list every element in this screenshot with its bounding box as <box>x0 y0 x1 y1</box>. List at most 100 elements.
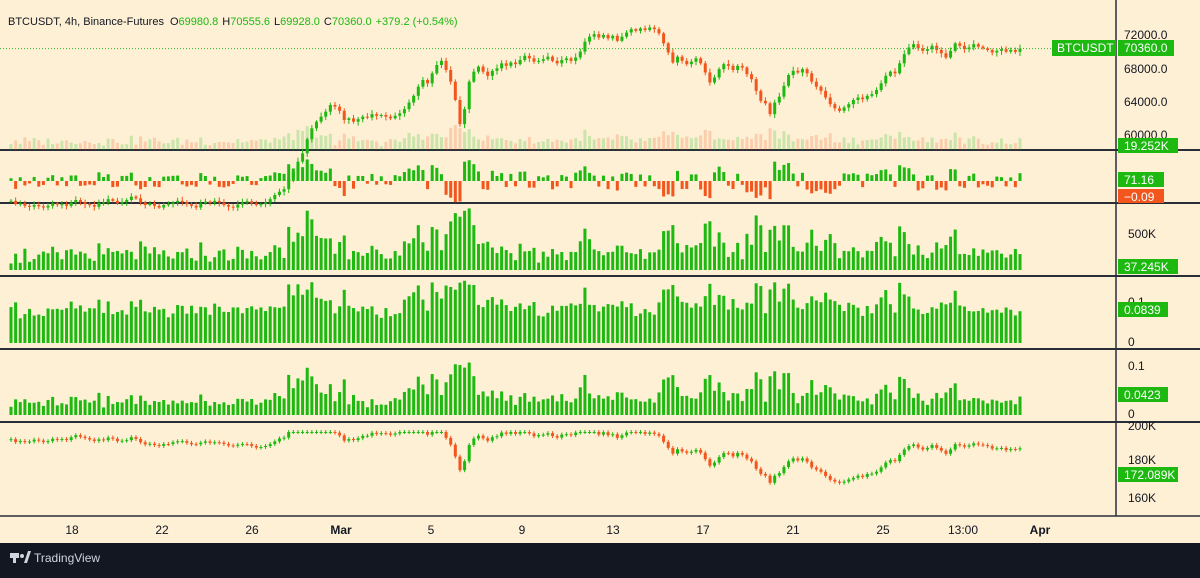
line-pane-body <box>958 444 962 446</box>
oscillator-bar <box>930 175 934 181</box>
line-pane-body <box>689 451 693 453</box>
histogram-3-bar <box>893 399 897 415</box>
histogram-2-bar <box>162 308 166 343</box>
histogram-1-bar <box>426 250 430 270</box>
volume-bar <box>782 131 786 150</box>
histogram-2-bar <box>703 296 707 343</box>
histogram-1-bar <box>898 226 902 270</box>
histogram-1-bar <box>995 250 999 270</box>
histogram-2-bar <box>314 297 318 343</box>
histogram-2-bar <box>648 312 652 343</box>
histogram-3-bar <box>652 402 656 415</box>
header-low-label: L <box>274 16 280 28</box>
histogram-2-bar <box>1018 311 1022 343</box>
line-pane-body <box>203 441 207 443</box>
line-pane-body <box>879 467 883 472</box>
oscillator-bar <box>935 181 939 190</box>
histogram-2-tick: 0 <box>1128 335 1135 349</box>
candle-body <box>541 59 545 61</box>
volume-bar <box>129 135 133 150</box>
histogram-3-bar <box>851 396 855 415</box>
histogram-2-bar <box>217 306 221 343</box>
histogram-1-bar <box>352 250 356 270</box>
line-pane-candles[interactable] <box>9 430 1022 485</box>
histogram-pane-1[interactable] <box>9 208 1022 270</box>
candle-body <box>731 65 735 70</box>
histogram-3-bar <box>449 374 453 415</box>
oscillator-bar <box>213 176 217 181</box>
line-pane-body <box>828 475 832 480</box>
candle-body <box>736 65 740 70</box>
volume-bar <box>824 137 828 150</box>
candle-body <box>611 35 615 39</box>
volume-bar <box>726 139 730 150</box>
histogram-1-bar <box>888 242 892 270</box>
histogram-pane-3[interactable] <box>9 362 1022 415</box>
histogram-1-bar <box>194 260 198 270</box>
header-low-value: 69928.0 <box>280 16 320 28</box>
oscillator-bar <box>476 171 480 181</box>
line-pane-body <box>588 432 592 433</box>
histogram-1-bar <box>435 229 439 270</box>
candle-body <box>407 102 411 110</box>
line-pane-body <box>722 453 726 458</box>
volume-bar <box>819 139 823 150</box>
histogram-2-bar <box>675 296 679 343</box>
tradingview-logo-icon[interactable] <box>10 551 31 563</box>
histogram-3-bar <box>708 375 712 415</box>
histogram-2-bar <box>41 315 45 343</box>
histogram-1-bar <box>652 252 656 270</box>
histogram-3-bar <box>875 393 879 415</box>
candle-body <box>625 32 629 37</box>
candle-body <box>231 206 235 208</box>
chart-header-legend[interactable]: BTCUSDT, 4h, Binance-Futures O69980.8 H705… <box>8 16 458 28</box>
line-pane-body <box>102 439 106 441</box>
line-pane-body <box>791 458 795 462</box>
volume-bar <box>745 136 749 150</box>
histogram-2-bar <box>560 305 564 343</box>
brand-name[interactable]: TradingView <box>34 551 100 565</box>
volume-bar <box>185 139 189 150</box>
candle-body <box>523 55 527 60</box>
histogram-2-bar <box>569 303 573 343</box>
volume-bar <box>953 132 957 150</box>
histogram-2-bar <box>74 308 78 343</box>
histogram-3-bar <box>1004 400 1008 415</box>
volume-bar <box>421 139 425 150</box>
volume-bar <box>731 140 735 150</box>
line-pane-body <box>277 438 281 442</box>
histogram-3-bar <box>879 389 883 415</box>
volume-bar <box>217 142 221 150</box>
line-pane-body <box>773 475 777 483</box>
histogram-3-tag-bg <box>1118 387 1168 402</box>
oscillator-bar <box>458 181 462 202</box>
histogram-2-bar <box>541 316 545 343</box>
histogram-1-bar <box>643 258 647 270</box>
line-pane-body <box>199 442 203 445</box>
histogram-3-bar <box>37 401 41 415</box>
volume-bar <box>78 143 82 150</box>
oscillator-pane[interactable] <box>9 159 1022 203</box>
histogram-2-bar <box>92 308 96 343</box>
volume-bar <box>898 131 902 150</box>
volume-bar <box>273 137 277 150</box>
oscillator-bar <box>726 181 730 186</box>
price-candles[interactable] <box>9 24 1022 211</box>
volume-bar <box>768 128 772 150</box>
histogram-1-bar <box>439 250 443 270</box>
candle-body <box>962 45 966 50</box>
candle-body <box>1004 49 1008 52</box>
volume-bar <box>592 139 596 150</box>
histogram-1-bar <box>60 259 64 270</box>
oscillator-bar <box>551 181 555 190</box>
candle-body <box>222 202 226 205</box>
histogram-3-bar <box>180 400 184 415</box>
histogram-pane-2[interactable] <box>9 280 1022 343</box>
volume-bar <box>851 137 855 150</box>
line-pane-body <box>435 432 439 433</box>
histogram-1-bar <box>347 259 351 270</box>
candle-body <box>800 69 804 73</box>
volume-bar <box>254 140 258 150</box>
histogram-3-bar <box>352 394 356 415</box>
